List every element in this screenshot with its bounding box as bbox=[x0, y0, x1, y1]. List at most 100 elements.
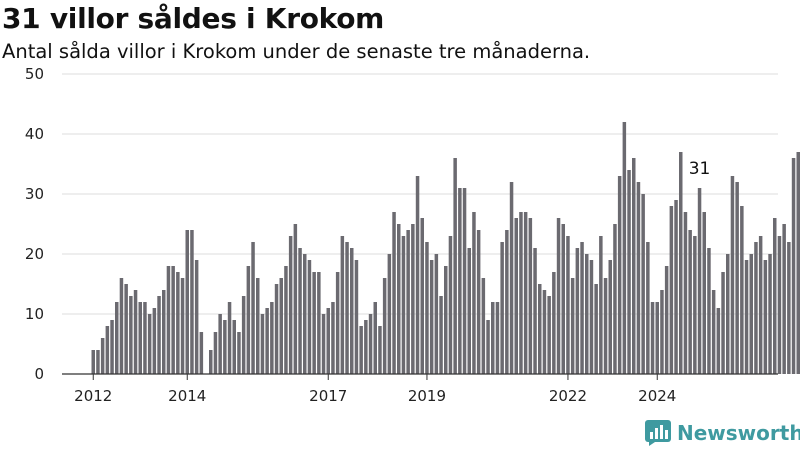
bar bbox=[152, 308, 157, 374]
bar bbox=[580, 242, 584, 374]
bar bbox=[575, 248, 580, 374]
bar bbox=[641, 194, 645, 374]
bar bbox=[274, 284, 279, 374]
bar bbox=[434, 254, 439, 374]
bar bbox=[730, 176, 735, 374]
bar bbox=[491, 302, 495, 374]
bar bbox=[622, 122, 627, 374]
bar bbox=[556, 218, 561, 374]
bar bbox=[373, 302, 377, 374]
bar bbox=[481, 278, 486, 374]
bar bbox=[711, 290, 716, 374]
bar bbox=[740, 206, 744, 374]
bar bbox=[340, 236, 345, 374]
bar bbox=[382, 278, 387, 374]
bar bbox=[331, 302, 335, 374]
bar bbox=[279, 278, 283, 374]
bar bbox=[763, 260, 768, 374]
bar bbox=[782, 224, 786, 374]
bar bbox=[688, 230, 692, 374]
bar bbox=[599, 236, 603, 374]
bar bbox=[585, 254, 589, 374]
bar bbox=[265, 308, 269, 374]
bar bbox=[735, 182, 739, 374]
bar bbox=[124, 284, 128, 374]
bar bbox=[570, 278, 575, 374]
bar bbox=[462, 188, 467, 374]
bar bbox=[213, 332, 218, 374]
bar bbox=[401, 236, 406, 374]
bar bbox=[364, 320, 368, 374]
bar bbox=[237, 332, 241, 374]
bar-chart: 0 10 20 30 40 50 2012 2014 2017 2019 2022 2024 31 bbox=[25, 65, 800, 405]
bar bbox=[448, 236, 453, 374]
bar bbox=[162, 290, 166, 374]
bar bbox=[218, 314, 222, 374]
bar bbox=[707, 248, 711, 374]
bar bbox=[472, 212, 476, 374]
bar bbox=[773, 218, 777, 374]
bar bbox=[505, 230, 509, 374]
y-tick-label: 10 bbox=[25, 305, 44, 323]
bar bbox=[345, 242, 349, 374]
bar bbox=[467, 248, 471, 374]
bar bbox=[397, 224, 401, 374]
bar bbox=[500, 242, 504, 374]
bar bbox=[143, 302, 147, 374]
y-tick-label: 30 bbox=[25, 185, 44, 203]
bar bbox=[284, 266, 288, 374]
bar bbox=[293, 224, 298, 374]
bar bbox=[697, 188, 702, 374]
bar bbox=[411, 224, 415, 374]
bar bbox=[566, 236, 570, 374]
bar bbox=[317, 272, 321, 374]
bar bbox=[110, 320, 114, 374]
bar bbox=[171, 266, 175, 374]
bar bbox=[335, 272, 340, 374]
bar bbox=[613, 224, 617, 374]
brand-name: Newsworthy bbox=[677, 421, 800, 445]
bar bbox=[429, 260, 434, 374]
bar bbox=[693, 236, 697, 374]
bar bbox=[415, 176, 420, 374]
bar bbox=[157, 296, 161, 374]
bar bbox=[91, 350, 95, 374]
bar bbox=[758, 236, 763, 374]
bar bbox=[726, 254, 730, 374]
bar bbox=[533, 248, 537, 374]
chart-title: 31 villor såldes i Krokom bbox=[2, 2, 385, 35]
x-tick-label: 2017 bbox=[309, 387, 347, 405]
bar bbox=[439, 296, 443, 374]
bar bbox=[241, 296, 246, 374]
bar bbox=[495, 302, 500, 374]
bar bbox=[129, 296, 133, 374]
bar bbox=[744, 260, 749, 374]
bar bbox=[105, 326, 110, 374]
bar bbox=[100, 338, 105, 374]
bar bbox=[256, 278, 260, 374]
bar bbox=[190, 230, 194, 374]
bar bbox=[260, 314, 265, 374]
bar bbox=[702, 212, 706, 374]
bar bbox=[378, 326, 382, 374]
bar bbox=[632, 158, 636, 374]
bar bbox=[420, 218, 424, 374]
bar bbox=[185, 230, 189, 374]
bar bbox=[458, 188, 462, 374]
x-tick-label: 2014 bbox=[168, 387, 206, 405]
bar bbox=[209, 350, 213, 374]
bar bbox=[523, 212, 528, 374]
chart-subtitle: Antal sålda villor i Krokom under de sen… bbox=[2, 40, 591, 63]
bar bbox=[321, 314, 326, 374]
bar bbox=[444, 266, 448, 374]
bar bbox=[115, 302, 119, 374]
bar bbox=[749, 254, 753, 374]
bar bbox=[199, 332, 204, 374]
bar bbox=[354, 260, 359, 374]
bar bbox=[138, 302, 142, 374]
bar bbox=[387, 254, 392, 374]
bar bbox=[307, 260, 312, 374]
bar bbox=[547, 296, 551, 374]
bar bbox=[603, 278, 608, 374]
bar bbox=[608, 260, 612, 374]
